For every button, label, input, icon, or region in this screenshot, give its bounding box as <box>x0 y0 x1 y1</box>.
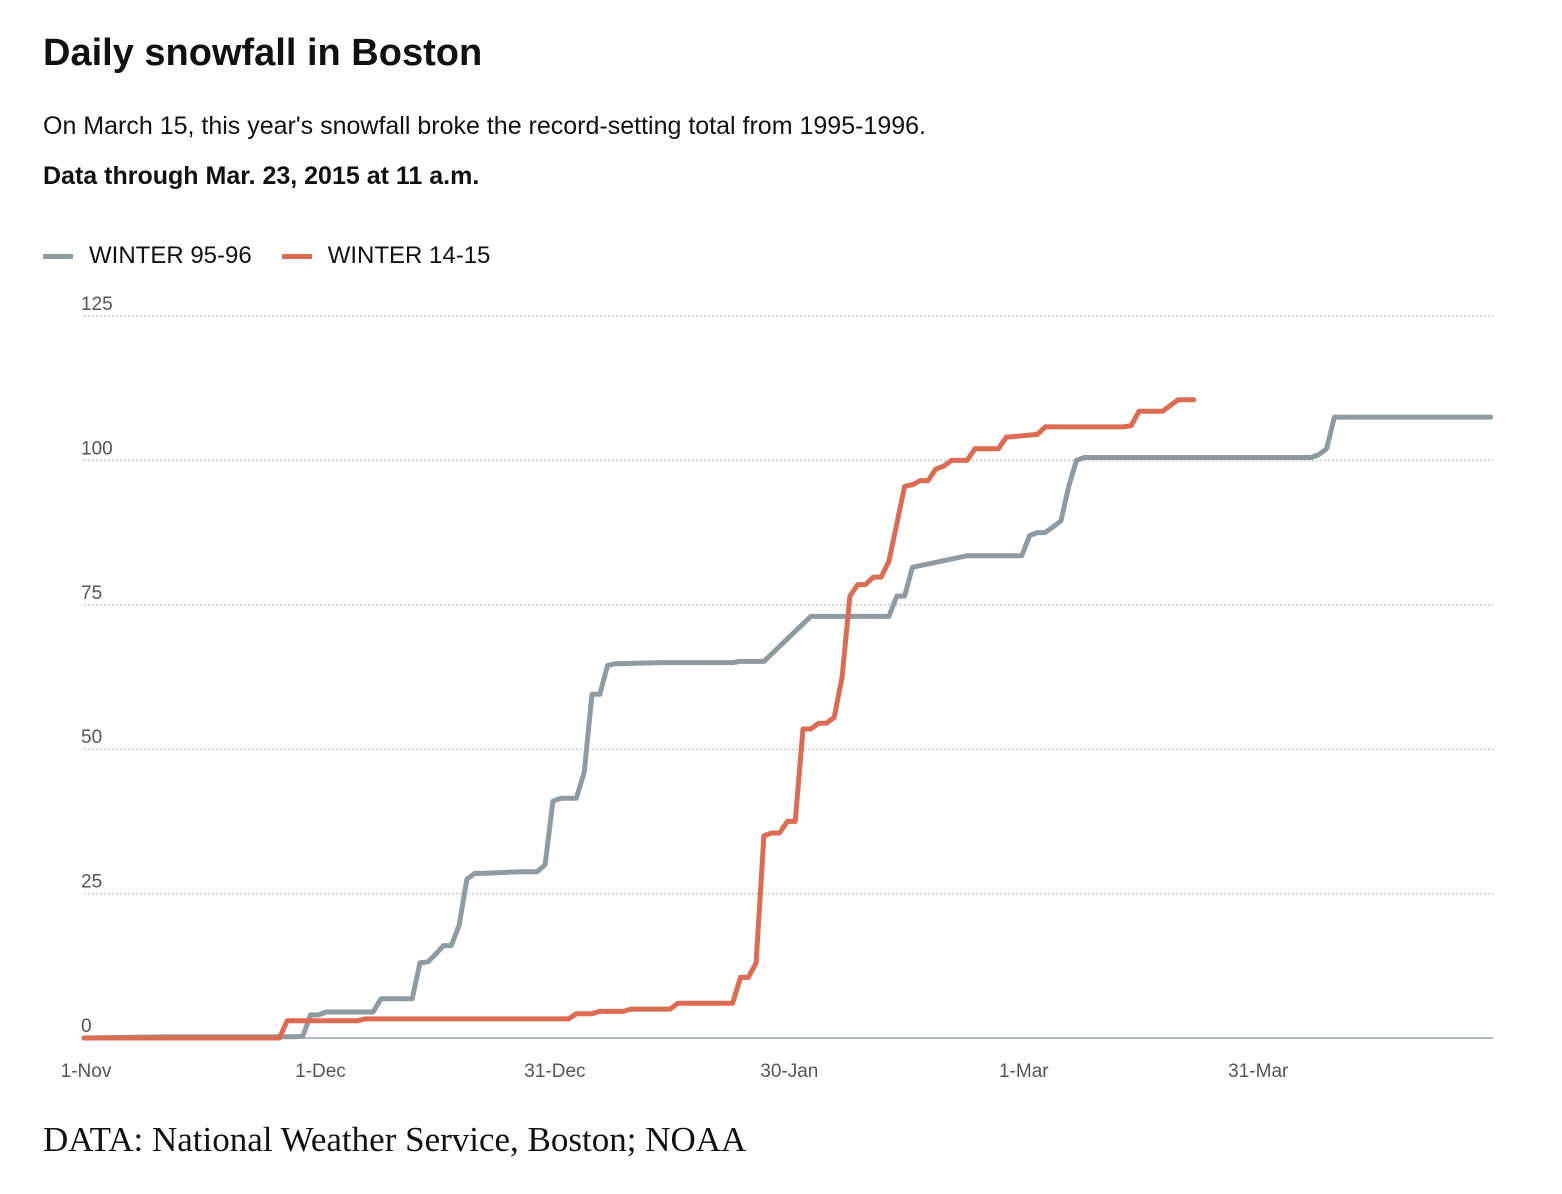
x-tick-label: 31-Mar <box>1228 1061 1289 1082</box>
series-line-winter-14-15 <box>81 397 1197 1041</box>
y-tick-label: 75 <box>81 583 102 604</box>
y-tick-label: 25 <box>81 872 102 893</box>
x-tick-label: 1-Nov <box>61 1061 112 1082</box>
legend-label-winter-14-15: WINTER 14-15 <box>327 242 491 269</box>
chart-title: Daily snowfall in Boston <box>43 32 483 74</box>
series-line-winter-95-96 <box>81 414 1494 1041</box>
data-date-note: Data through Mar. 23, 2015 at 11 a.m. <box>43 162 480 190</box>
data-source: DATA: National Weather Service, Boston; … <box>43 1120 747 1159</box>
x-tick-label: 30-Jan <box>760 1061 818 1082</box>
y-tick-label: 50 <box>81 727 102 748</box>
legend-swatch-winter-95-96 <box>43 253 73 259</box>
legend-item-winter-95-96: WINTER 95-96 <box>43 242 252 270</box>
y-tick-label: 0 <box>81 1016 92 1037</box>
series-points-winter-95-96 <box>83 417 1491 1039</box>
chart-subtitle: On March 15, this year's snowfall broke … <box>43 112 926 140</box>
legend: WINTER 95-96 WINTER 14-15 <box>43 242 520 270</box>
legend-item-winter-14-15: WINTER 14-15 <box>281 242 491 270</box>
x-tick-label: 31-Dec <box>524 1061 585 1082</box>
y-tick-label: 125 <box>81 294 113 315</box>
x-tick-label: 1-Mar <box>999 1061 1049 1082</box>
legend-swatch-winter-14-15 <box>281 253 312 259</box>
snowfall-line-chart: 0 25 50 75 100 125 1-Nov 1-Dec 31-Dec 30-Jan 1-Mar… <box>61 294 1494 1082</box>
legend-label-winter-95-96: WINTER 95-96 <box>89 242 252 269</box>
x-tick-label: 1-Dec <box>295 1061 346 1082</box>
series-points-winter-14-15 <box>83 399 1194 1039</box>
y-tick-label: 100 <box>81 438 113 459</box>
